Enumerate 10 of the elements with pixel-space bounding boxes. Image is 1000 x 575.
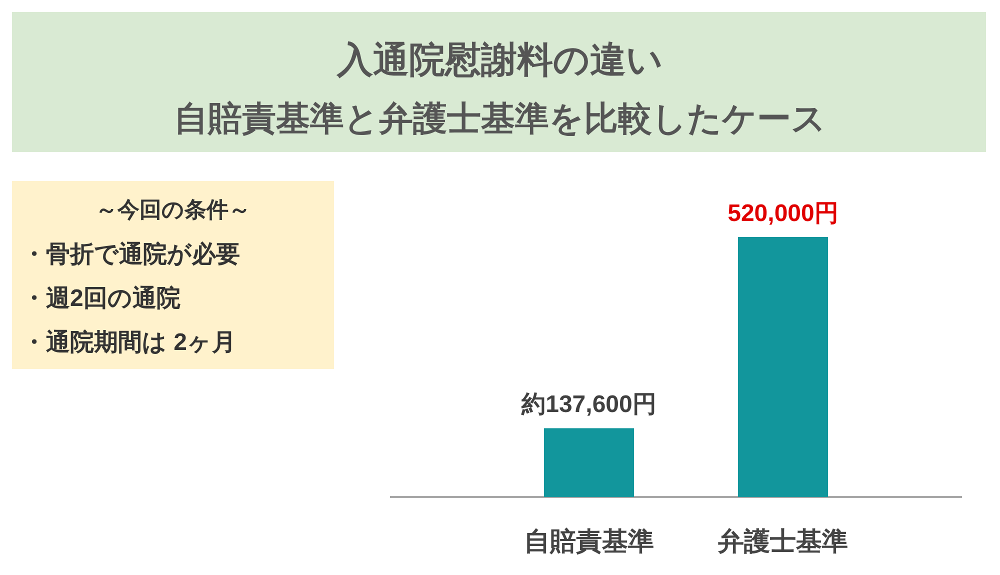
x-tick-label: 自賠責基準 (524, 526, 654, 556)
text: ・骨折で通院が必要 (22, 240, 241, 270)
text: ・通院期間は 2ヶ月 (22, 328, 238, 358)
text: ・週2回の通院 (22, 284, 182, 314)
x-tick-label: 弁護士基準 (717, 526, 848, 556)
data-label: 520,000円 (728, 200, 838, 227)
data-label: 約137,600円 (520, 391, 656, 418)
text: ～今回の条件～ (94, 196, 252, 224)
chart-title: 入通院慰謝料の違い (336, 39, 663, 80)
chart-subtitle: 自賠責基準と弁護士基準を比較したケース (174, 100, 826, 138)
